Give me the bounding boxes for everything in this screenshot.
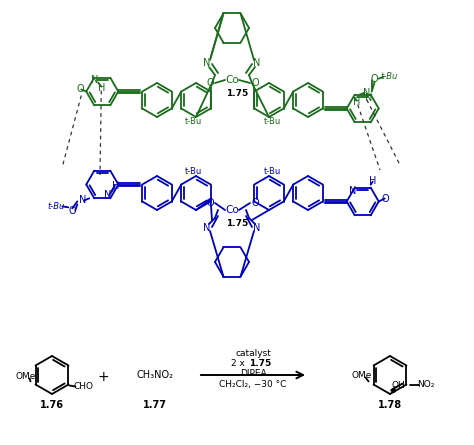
Text: t-Bu: t-Bu	[184, 166, 201, 175]
Text: OMe: OMe	[15, 372, 36, 381]
Text: 1.77: 1.77	[143, 400, 167, 410]
Text: H: H	[353, 97, 360, 107]
Text: N: N	[253, 58, 261, 68]
Text: CH₂Cl₂, −30 °C: CH₂Cl₂, −30 °C	[219, 380, 287, 388]
Text: +: +	[97, 370, 109, 384]
Text: NO₂: NO₂	[417, 380, 434, 389]
Text: O: O	[206, 198, 214, 208]
Text: N: N	[203, 58, 210, 68]
Text: H: H	[369, 176, 376, 186]
Text: t-Bu: t-Bu	[380, 72, 397, 81]
Text: N: N	[104, 190, 111, 200]
Text: N: N	[253, 223, 261, 233]
Text: O: O	[76, 85, 84, 94]
Text: catalyst: catalyst	[235, 348, 271, 357]
Text: OH: OH	[391, 380, 405, 389]
Text: O: O	[68, 206, 76, 216]
Text: Co: Co	[225, 205, 239, 215]
Text: DIPEA: DIPEA	[240, 368, 266, 377]
Text: 1.75: 1.75	[226, 89, 248, 97]
Text: CHO: CHO	[73, 382, 93, 391]
Text: 1.76: 1.76	[40, 400, 64, 410]
Text: O: O	[251, 198, 259, 208]
Text: t-Bu: t-Bu	[48, 202, 65, 211]
Text: N: N	[203, 223, 210, 233]
Text: Co: Co	[225, 75, 239, 85]
Text: N: N	[365, 93, 373, 103]
Text: t-Bu: t-Bu	[184, 117, 201, 126]
Text: 2 x: 2 x	[231, 359, 248, 368]
Text: N: N	[349, 186, 356, 196]
Text: H: H	[98, 83, 105, 93]
Text: N: N	[91, 75, 98, 85]
Text: 1.78: 1.78	[378, 400, 402, 410]
Text: 1.75: 1.75	[249, 359, 271, 368]
Text: O: O	[382, 194, 390, 203]
Text: t-Bu: t-Bu	[264, 166, 281, 175]
Text: 1.75: 1.75	[226, 218, 248, 227]
Text: t-Bu: t-Bu	[264, 117, 281, 126]
Text: H: H	[111, 182, 119, 191]
Text: O: O	[251, 78, 259, 88]
Text: CH₃NO₂: CH₃NO₂	[137, 370, 173, 380]
Text: N: N	[363, 88, 370, 97]
Text: O: O	[371, 73, 379, 84]
Text: O: O	[206, 78, 214, 88]
Text: N: N	[79, 195, 86, 205]
Text: OMe: OMe	[351, 371, 372, 380]
